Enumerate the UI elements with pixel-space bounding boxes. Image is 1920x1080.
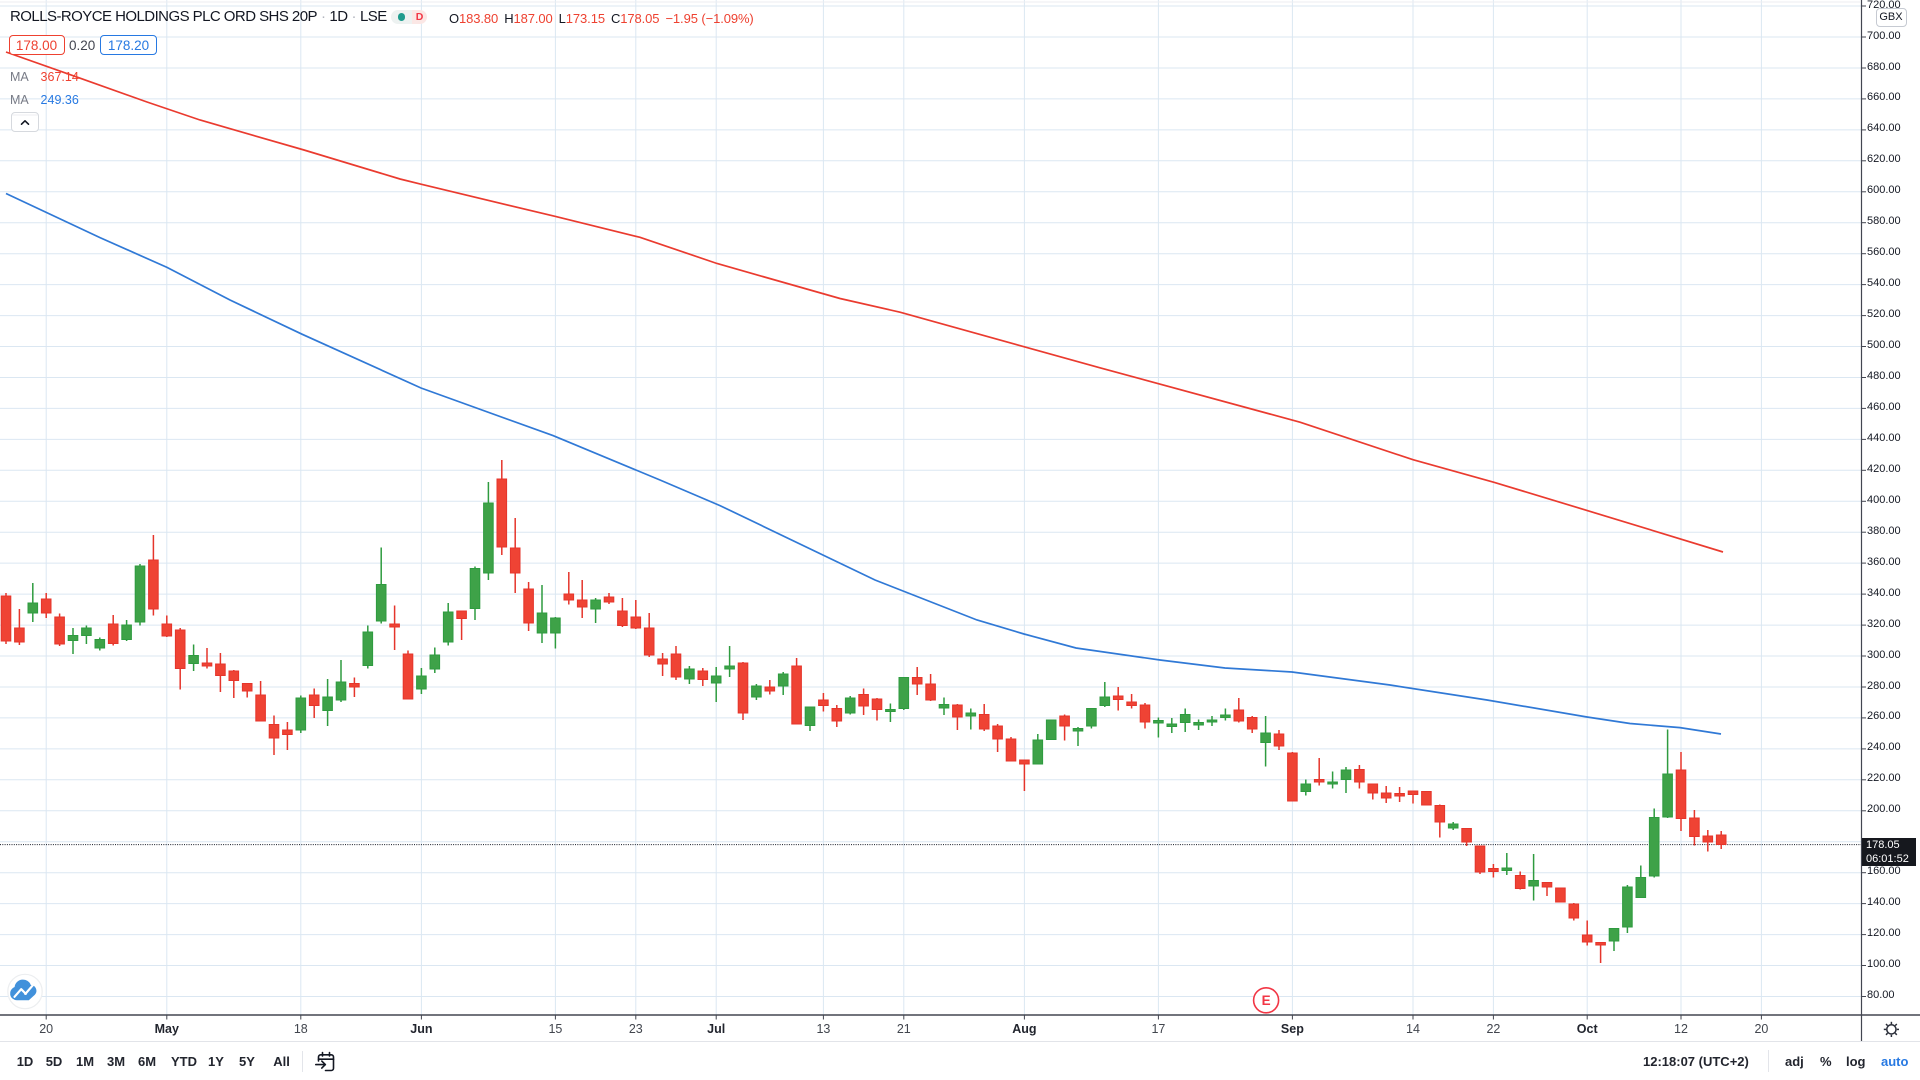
svg-text:E: E	[1262, 993, 1271, 1008]
